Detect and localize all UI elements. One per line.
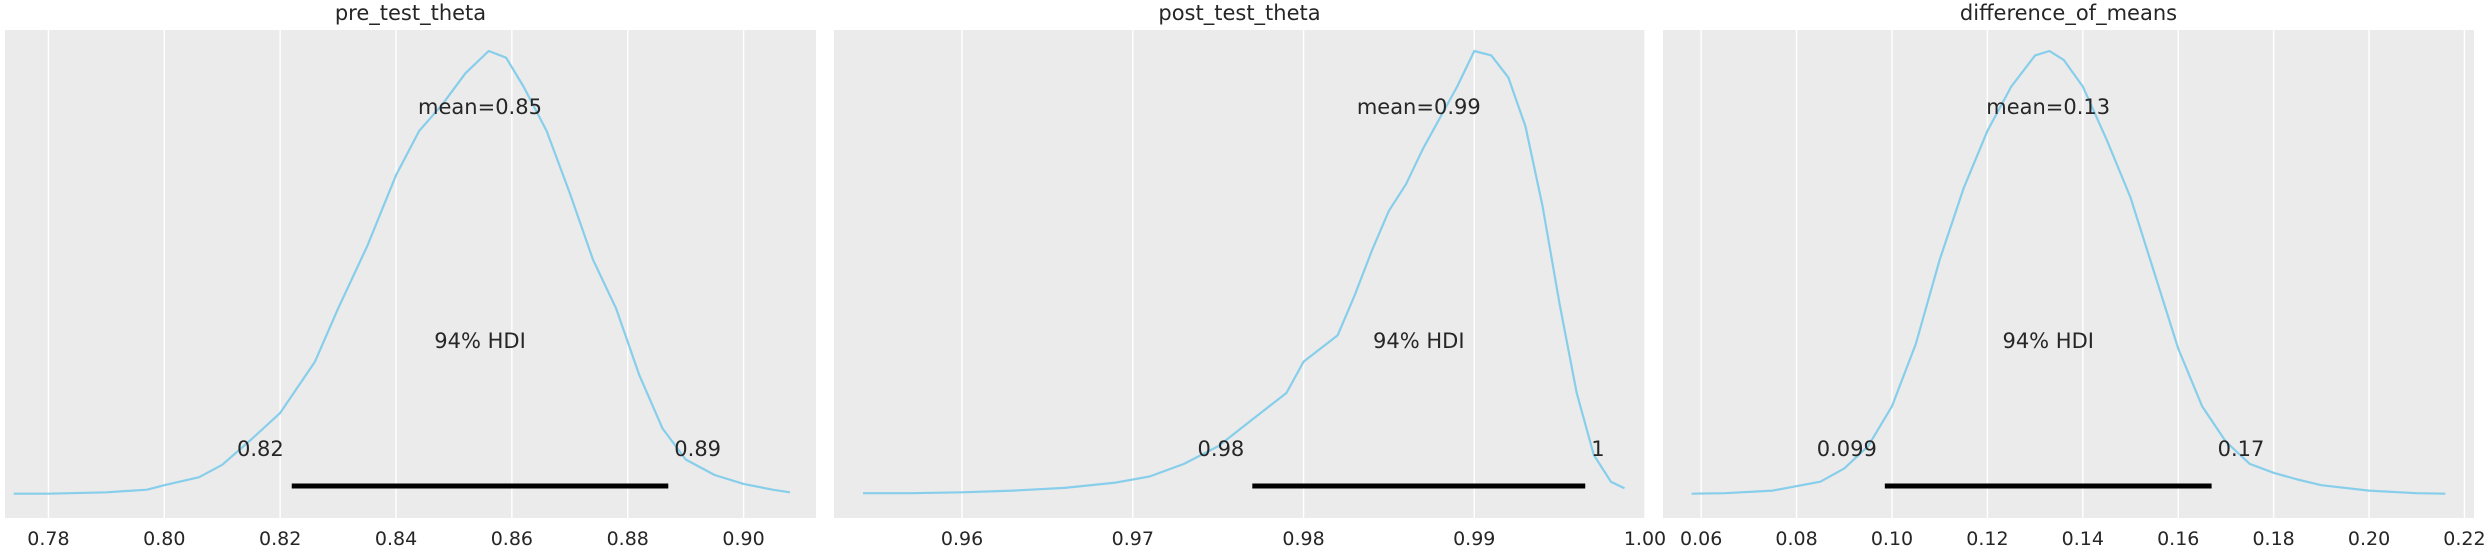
hdi-upper-label: 0.89 (674, 437, 721, 461)
density-curve (1691, 49, 2446, 495)
x-tick-label: 1.00 (1624, 528, 1666, 550)
panel-title: post_test_theta (1158, 1, 1320, 26)
hdi-lower-label: 0.98 (1198, 437, 1245, 461)
x-tick-label: 0.22 (2443, 528, 2484, 550)
x-tick-label: 0.97 (1112, 528, 1154, 550)
x-tick-label: 0.82 (259, 528, 301, 550)
density-curve (13, 49, 791, 495)
hdi-label: 94% HDI (2002, 329, 2094, 353)
mean-label: mean=0.85 (418, 95, 542, 119)
mean-label: mean=0.13 (1986, 95, 2110, 119)
x-tick-label: 0.90 (722, 528, 764, 550)
plot-background (1663, 30, 2474, 518)
x-tick-label: 0.88 (607, 528, 649, 550)
hdi-upper-label: 1 (1591, 437, 1604, 461)
x-tick-label: 0.12 (1966, 528, 2008, 550)
x-tick-label: 0.20 (2348, 528, 2390, 550)
density-curve (863, 49, 1625, 495)
panel-pre-test-theta: 0.78 0.80 0.82 0.84 0.86 0.88 0.90 mean=0.85 94%… (5, 1, 816, 550)
panel-title: difference_of_means (1960, 1, 2177, 26)
x-tick-label: 0.98 (1282, 528, 1324, 550)
x-tick-label: 0.99 (1453, 528, 1495, 550)
hdi-label: 94% HDI (1373, 329, 1465, 353)
hdi-label: 94% HDI (434, 329, 526, 353)
plot-background (834, 30, 1645, 518)
x-tick-label: 0.18 (2252, 528, 2294, 550)
x-tick-label: 0.80 (143, 528, 185, 550)
x-tick-label: 0.06 (1680, 528, 1722, 550)
hdi-lower-label: 0.82 (237, 437, 284, 461)
x-tick-label: 0.14 (2062, 528, 2104, 550)
panel-post-test-theta: 0.96 0.97 0.98 0.99 1.00 mean=0.99 94% HDI 0.98… (834, 1, 1666, 550)
panel-title: pre_test_theta (335, 1, 486, 26)
hdi-lower-label: 0.099 (1817, 437, 1877, 461)
x-tick-label: 0.96 (941, 528, 983, 550)
panel-difference-of-means: 0.06 0.08 0.10 0.12 0.14 0.16 0.18 0.20 0.22 mean… (1663, 1, 2484, 550)
x-tick-label: 0.78 (27, 528, 69, 550)
hdi-upper-label: 0.17 (2218, 437, 2265, 461)
plot-background (5, 30, 816, 518)
x-tick-label: 0.84 (375, 528, 417, 550)
mean-label: mean=0.99 (1357, 95, 1481, 119)
x-tick-label: 0.16 (2157, 528, 2199, 550)
x-tick-label: 0.10 (1871, 528, 1913, 550)
x-tick-label: 0.08 (1775, 528, 1817, 550)
x-tick-label: 0.86 (491, 528, 533, 550)
